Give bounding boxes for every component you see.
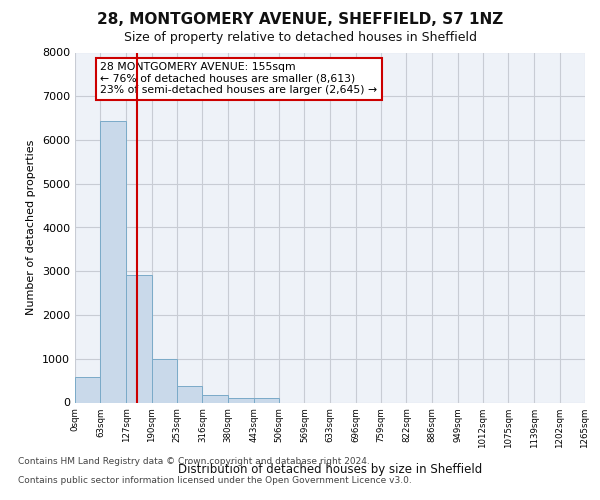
Bar [100,121,126,402]
Bar [254,398,279,402]
Text: 28, MONTGOMERY AVENUE, SHEFFIELD, S7 1NZ: 28, MONTGOMERY AVENUE, SHEFFIELD, S7 1NZ [97,12,503,28]
Bar [228,398,254,402]
Bar [126,275,152,402]
Bar [75,378,100,402]
Bar [152,359,177,403]
Y-axis label: Number of detached properties: Number of detached properties [26,140,37,315]
Text: Size of property relative to detached houses in Sheffield: Size of property relative to detached ho… [124,31,476,44]
Text: 28 MONTGOMERY AVENUE: 155sqm
← 76% of detached houses are smaller (8,613)
23% of: 28 MONTGOMERY AVENUE: 155sqm ← 76% of de… [100,62,377,96]
Bar [177,386,202,402]
Text: Distribution of detached houses by size in Sheffield: Distribution of detached houses by size … [178,463,482,476]
Text: Contains HM Land Registry data © Crown copyright and database right 2024.: Contains HM Land Registry data © Crown c… [18,458,370,466]
Bar [202,395,228,402]
Text: Contains public sector information licensed under the Open Government Licence v3: Contains public sector information licen… [18,476,412,485]
